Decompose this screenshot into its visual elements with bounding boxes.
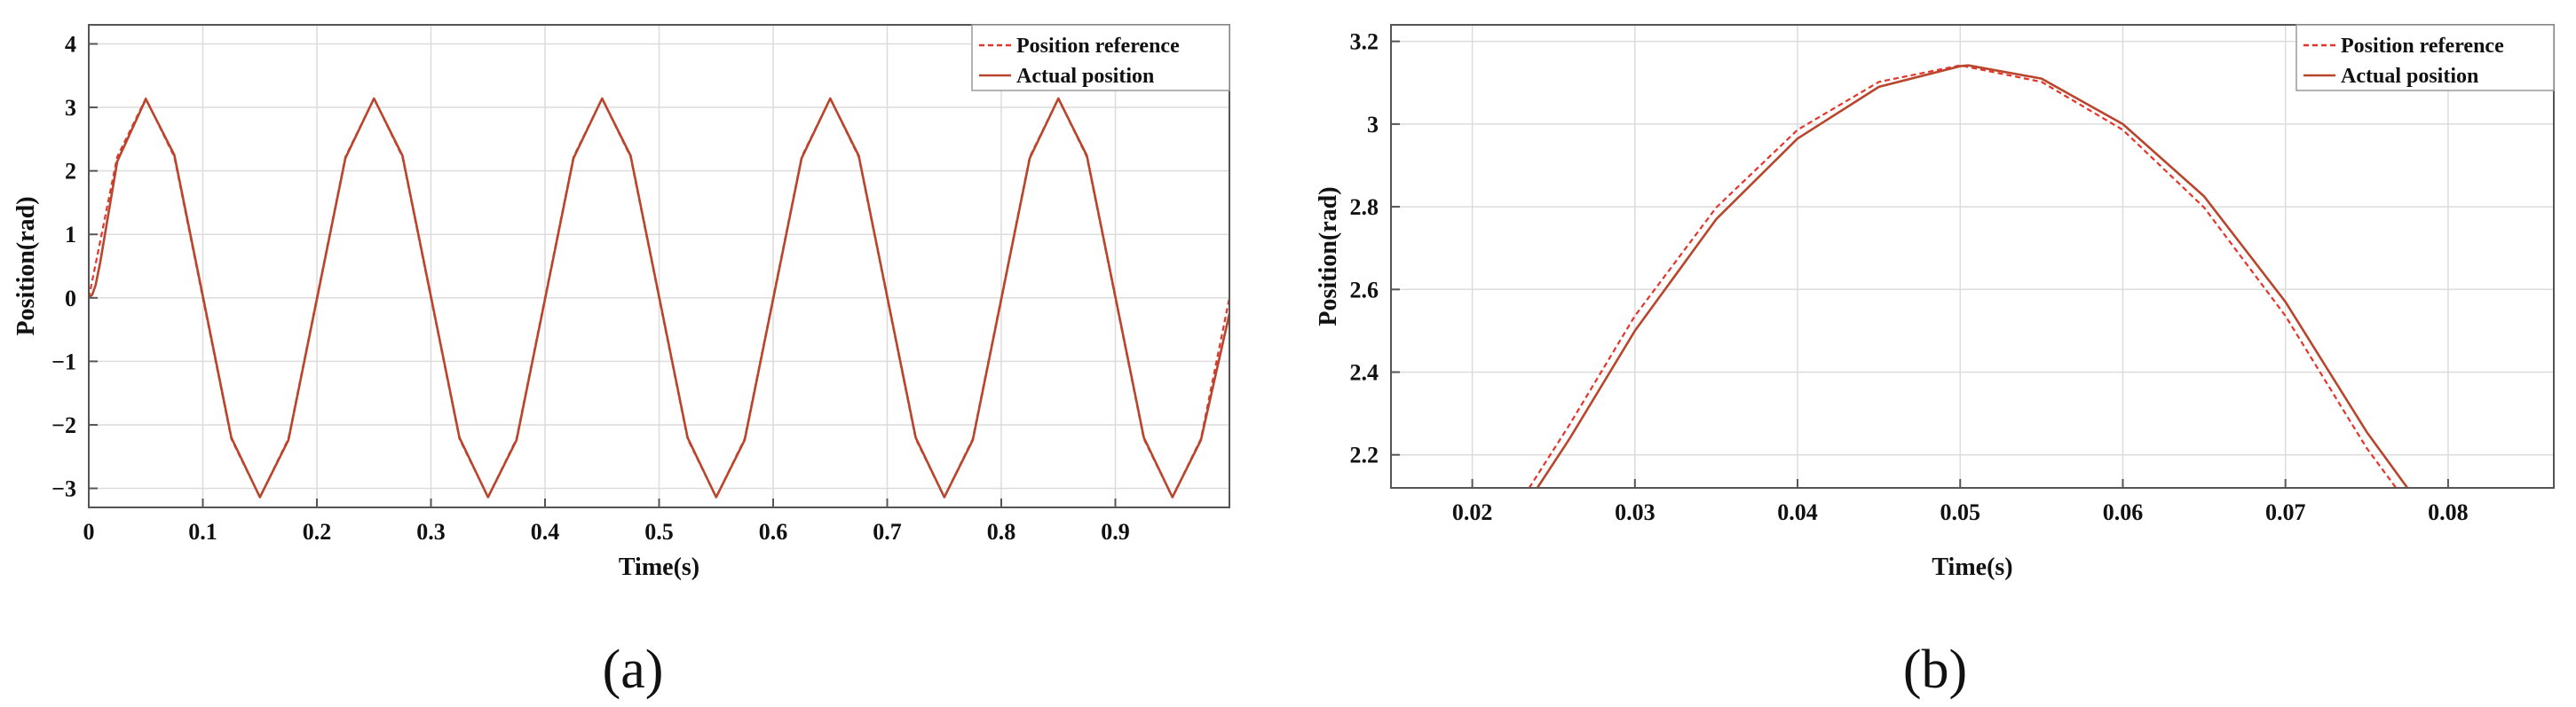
axes-frame	[1390, 24, 2555, 489]
x-tick-label: 0.07	[2265, 499, 2306, 525]
x-tick-label: 0.8	[987, 519, 1016, 545]
plot-area	[1391, 25, 2554, 488]
chart-panel-b: 0.02 0.03 0.04 0.05 0.06 0.07 0.08 2.2 2.4 2.6 2.8…	[1315, 24, 2555, 700]
x-tick-label: 0.04	[1777, 499, 1818, 525]
x-tick-label: 0.02	[1452, 499, 1493, 525]
y-tick-label: −3	[51, 476, 76, 502]
x-tick-label: 0.9	[1101, 519, 1130, 545]
series-group	[1528, 64, 2409, 488]
actual-line	[1536, 64, 2409, 488]
x-tick-label: 0.4	[531, 519, 560, 545]
y-tick-label: 3	[1367, 112, 1379, 137]
y-tick-label: 2.6	[1350, 277, 1379, 302]
x-tick-label: 0.3	[416, 519, 446, 545]
x-tick-label: 0.6	[759, 519, 788, 545]
y-tick-label: 4	[65, 31, 76, 57]
chart-panel-a: 0 0.1 0.2 0.3 0.4 0.5 0.6 0.7 0.8 0.9 −3 −2 −1 0 1 2 3 4 T…	[12, 24, 1230, 700]
y-tick-label: 3.2	[1350, 29, 1379, 55]
x-tick-label: 0.03	[1615, 499, 1655, 525]
legend-label: Position reference	[2341, 35, 2504, 58]
x-tick-label: 0.2	[303, 519, 332, 545]
x-tick-label: 0.7	[873, 519, 902, 545]
y-tick-label: 2.2	[1350, 443, 1379, 468]
y-axis-label: Position(rad)	[1315, 186, 1342, 326]
x-tick-label: 0	[83, 519, 95, 545]
y-tick-label: −2	[51, 412, 76, 438]
y-tick-label: 2.4	[1350, 360, 1379, 386]
y-tick-label: 0	[65, 286, 76, 311]
y-tick-label: 1	[65, 222, 76, 247]
x-tick-label: 0.1	[188, 519, 217, 545]
series-group	[89, 97, 1229, 499]
legend-box	[2295, 24, 2555, 91]
x-tick-label: 0.08	[2428, 499, 2469, 525]
y-tick-label: −1	[51, 349, 76, 374]
x-axis-label: Time(s)	[619, 554, 699, 581]
x-tick-label: 0.5	[644, 519, 674, 545]
panel-label: (b)	[1903, 640, 1967, 700]
x-tick-label: 0.06	[2103, 499, 2144, 525]
y-tick-label: 2.8	[1350, 194, 1379, 220]
x-tick-label: 0.05	[1940, 499, 1981, 525]
y-tick-label: 2	[65, 159, 76, 185]
y-axis-label: Position(rad)	[12, 196, 40, 335]
panel-label: (a)	[603, 640, 664, 700]
x-axis-label: Time(s)	[1932, 554, 2012, 581]
legend-label: Actual position	[1016, 65, 1154, 88]
legend-label: Actual position	[2341, 65, 2478, 88]
legend-label: Position reference	[1016, 35, 1180, 58]
actual-line	[89, 97, 1229, 499]
legend-box	[971, 24, 1230, 91]
y-tick-label: 3	[65, 95, 76, 121]
